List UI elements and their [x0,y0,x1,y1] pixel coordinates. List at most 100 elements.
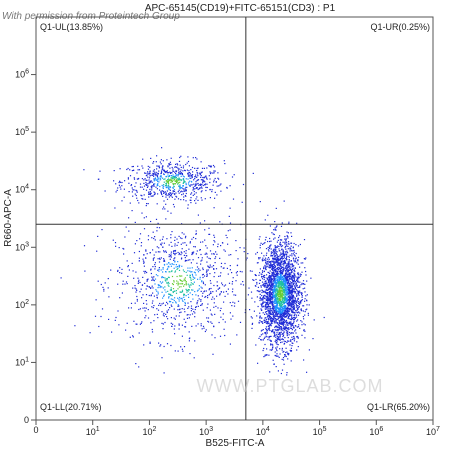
event-point [160,344,162,346]
event-point [283,292,285,294]
event-point [108,296,110,298]
event-point [117,269,119,271]
event-point [292,296,294,299]
event-point [162,287,164,289]
event-point [170,177,172,179]
event-point [285,278,287,281]
event-point [294,317,296,319]
event-point [286,287,288,289]
event-point [285,248,287,250]
event-point [165,203,167,205]
event-point [269,349,271,351]
event-point [280,256,282,258]
event-point [222,318,224,321]
event-point [267,280,270,282]
event-point [279,334,281,336]
event-point [271,284,273,287]
event-point [194,291,196,293]
event-point [181,335,183,337]
event-point [262,299,264,301]
event-point [214,272,216,274]
event-point [303,305,305,307]
event-point [188,165,190,167]
event-point [151,302,153,304]
event-point [199,173,201,176]
event-point [277,258,279,260]
event-point [153,305,155,307]
event-point [170,322,172,324]
x-tick-label: 104 [256,426,270,437]
event-point [113,180,115,182]
event-point [195,238,197,240]
event-point [181,174,184,176]
event-point [287,300,289,302]
event-point [181,248,183,250]
event-point [156,179,158,181]
event-point [223,160,225,162]
event-point [118,184,120,186]
event-point [263,259,265,261]
event-point [263,301,265,303]
event-point [161,303,163,305]
event-point [280,260,282,262]
event-point [219,184,221,186]
event-point [268,250,270,252]
event-point [270,319,272,321]
event-point [289,322,291,324]
x-tick-label: 102 [142,426,156,437]
event-point [188,338,190,340]
event-point [200,286,202,288]
event-point [292,268,294,270]
event-point [183,318,185,320]
event-point [272,267,274,269]
event-point [287,353,289,355]
event-point [209,178,211,180]
event-point [151,331,154,333]
event-point [268,299,270,302]
event-point [286,243,288,245]
event-point [284,266,287,268]
event-point [239,321,242,323]
event-point [296,295,298,297]
event-point [282,269,284,271]
event-point [265,269,267,271]
event-point [200,186,203,188]
event-point [274,289,276,291]
event-point [163,200,165,202]
event-point [177,284,179,286]
event-point [176,163,178,165]
event-point [153,161,155,163]
event-point [194,340,196,342]
event-point [280,271,282,273]
event-point [187,156,189,158]
event-point [269,267,271,269]
event-point [136,298,138,301]
event-point [188,340,190,342]
event-point [140,322,142,324]
event-point [303,239,306,241]
event-point [300,308,302,310]
event-point [269,272,271,274]
event-point [149,171,151,173]
event-point [139,308,141,310]
event-point [202,267,204,269]
event-point [295,311,297,313]
event-point [267,301,269,303]
event-point [288,276,290,278]
event-point [280,331,282,333]
event-point [276,279,278,281]
event-point [201,328,203,330]
event-point [287,297,289,299]
event-point [161,311,163,313]
event-point [281,262,283,264]
event-point [191,166,194,169]
event-point [292,264,294,266]
event-point [97,235,99,237]
event-point [201,287,203,289]
event-point [278,333,280,335]
event-point [195,274,197,276]
event-point [284,327,286,329]
event-point [199,278,201,280]
event-point [159,175,161,178]
event-point [263,290,265,293]
